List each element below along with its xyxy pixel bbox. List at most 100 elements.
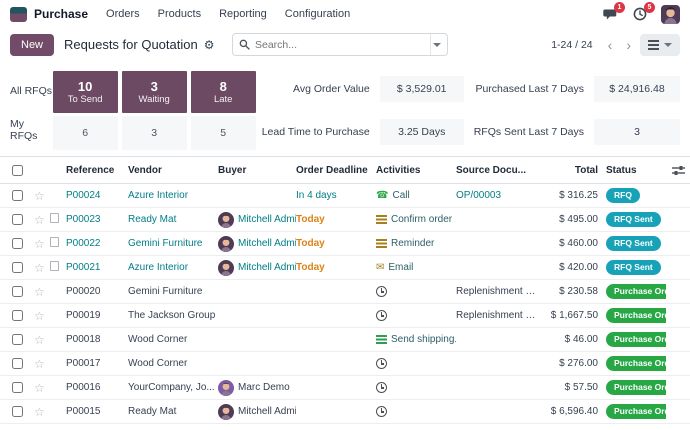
menu-reporting[interactable]: Reporting — [219, 8, 267, 20]
row-activity[interactable] — [376, 406, 456, 417]
row-vendor[interactable]: Wood Corner — [128, 334, 188, 345]
table-row[interactable]: P00016 YourCompany, Jo... Marc Demo $ 57… — [0, 376, 690, 400]
row-source-document[interactable]: Replenishment R... — [456, 310, 538, 321]
table-row[interactable]: P00015 Ready Mat Mitchell Admin $ 6,596.… — [0, 400, 690, 424]
row-reference[interactable]: P00018 — [66, 334, 101, 345]
row-reference[interactable]: P00023 — [66, 214, 101, 225]
row-checkbox[interactable] — [11, 190, 23, 201]
row-reference[interactable]: P00015 — [66, 406, 101, 417]
view-switcher-button[interactable] — [640, 33, 680, 56]
row-source-document[interactable]: OP/00003 — [456, 190, 502, 201]
header-reference[interactable]: Reference — [66, 164, 115, 176]
messages-icon[interactable]: 1 — [601, 2, 625, 22]
star-icon[interactable] — [34, 285, 45, 299]
new-button[interactable]: New — [10, 33, 55, 56]
row-activity[interactable]: Confirm order — [376, 214, 456, 225]
row-vendor[interactable]: The Jackson Group — [128, 310, 216, 321]
row-checkbox[interactable] — [11, 334, 23, 345]
row-order-deadline[interactable]: Today — [296, 238, 325, 249]
star-icon[interactable] — [34, 261, 45, 275]
star-icon[interactable] — [34, 381, 45, 395]
table-row[interactable]: P00022 Gemini Furniture Mitchell Admin T… — [0, 232, 690, 256]
row-reference[interactable]: P00016 — [66, 382, 101, 393]
row-buyer[interactable] — [218, 284, 296, 300]
my-late-count[interactable]: 5 — [190, 116, 256, 150]
row-buyer[interactable]: Mitchell Admin — [218, 403, 296, 420]
lead-time-value[interactable]: 3.25 Days — [379, 118, 464, 145]
search-dropdown-caret[interactable] — [433, 42, 441, 47]
star-icon[interactable] — [34, 309, 45, 323]
row-reference[interactable]: P00020 — [66, 286, 101, 297]
table-row[interactable]: P00017 Wood Corner $ 276.00 Purchase Ord… — [0, 352, 690, 376]
star-icon[interactable] — [34, 213, 45, 227]
row-checkbox[interactable] — [11, 358, 23, 369]
menu-orders[interactable]: Orders — [106, 8, 140, 20]
activities-icon[interactable]: 5 — [631, 2, 655, 22]
row-checkbox[interactable] — [11, 238, 23, 249]
table-row[interactable]: P00019 The Jackson Group Replenishment R… — [0, 304, 690, 328]
row-vendor[interactable]: Azure Interior — [128, 262, 189, 273]
row-checkbox[interactable] — [11, 382, 23, 393]
row-activity[interactable]: Email — [376, 262, 456, 273]
waiting-box[interactable]: 3 Waiting — [121, 71, 187, 113]
row-activity[interactable] — [376, 382, 456, 393]
row-buyer[interactable] — [218, 356, 296, 372]
row-checkbox[interactable] — [11, 262, 23, 273]
row-buyer[interactable] — [218, 308, 296, 324]
row-activity[interactable]: Send shipping... — [376, 334, 456, 345]
late-box[interactable]: 8 Late — [190, 71, 256, 113]
star-icon[interactable] — [34, 333, 45, 347]
row-vendor[interactable]: Ready Mat — [128, 406, 177, 417]
row-activity[interactable] — [376, 358, 456, 369]
purchase-app-icon[interactable] — [10, 6, 27, 22]
row-reference[interactable]: P00021 — [66, 262, 101, 273]
star-icon[interactable] — [34, 357, 45, 371]
row-vendor[interactable]: Gemini Furniture — [128, 238, 203, 249]
search-bar[interactable] — [232, 33, 448, 56]
header-status[interactable]: Status — [606, 164, 637, 176]
row-activity[interactable]: Reminder — [376, 238, 456, 249]
row-checkbox[interactable] — [11, 406, 23, 417]
rfqs-sent-7days-value[interactable]: 3 — [594, 118, 680, 145]
row-checkbox[interactable] — [11, 310, 23, 321]
app-name[interactable]: Purchase — [34, 7, 89, 21]
row-buyer[interactable] — [218, 188, 296, 204]
row-buyer[interactable]: Marc Demo — [218, 379, 296, 396]
menu-configuration[interactable]: Configuration — [284, 8, 351, 20]
settings-gear-icon[interactable] — [204, 38, 215, 52]
search-input[interactable] — [255, 38, 426, 51]
row-buyer[interactable]: Mitchell Admin — [218, 235, 296, 252]
optional-columns-button[interactable] — [666, 165, 690, 176]
star-icon[interactable] — [34, 237, 45, 251]
user-avatar[interactable] — [661, 4, 680, 24]
select-all-checkbox[interactable] — [11, 164, 23, 176]
pager-next-button[interactable]: › — [621, 38, 636, 52]
menu-products[interactable]: Products — [157, 8, 202, 20]
to-send-box[interactable]: 10 To Send — [52, 71, 118, 113]
row-vendor[interactable]: Azure Interior — [128, 190, 189, 201]
row-activity[interactable] — [376, 310, 456, 321]
row-buyer[interactable]: Mitchell Admin — [218, 259, 296, 276]
row-vendor[interactable]: YourCompany, Jo... — [128, 382, 215, 393]
row-buyer[interactable] — [218, 332, 296, 348]
row-order-deadline[interactable]: Today — [296, 262, 325, 273]
purchased-7days-value[interactable]: $ 24,916.48 — [594, 76, 680, 103]
row-activity[interactable] — [376, 286, 456, 297]
header-activities[interactable]: Activities — [376, 164, 421, 176]
row-order-deadline[interactable]: Today — [296, 214, 325, 225]
star-icon[interactable] — [34, 405, 45, 419]
table-row[interactable]: P00021 Azure Interior Mitchell Admin Tod… — [0, 256, 690, 280]
row-reference[interactable]: P00022 — [66, 238, 101, 249]
row-source-document[interactable]: Replenishment R... — [456, 286, 538, 297]
header-order-deadline[interactable]: Order Deadline — [296, 164, 368, 176]
avg-order-value[interactable]: $ 3,529.01 — [379, 76, 464, 103]
row-reference[interactable]: P00019 — [66, 310, 101, 321]
row-buyer[interactable]: Mitchell Admin — [218, 211, 296, 228]
header-vendor[interactable]: Vendor — [128, 164, 162, 176]
table-row[interactable]: P00018 Wood Corner Send shipping... $ 46… — [0, 328, 690, 352]
row-checkbox[interactable] — [11, 286, 23, 297]
header-total[interactable]: Total — [574, 164, 598, 176]
row-order-deadline[interactable]: In 4 days — [296, 190, 337, 201]
table-row[interactable]: P00023 Ready Mat Mitchell Admin Today Co… — [0, 208, 690, 232]
row-vendor[interactable]: Gemini Furniture — [128, 286, 203, 297]
